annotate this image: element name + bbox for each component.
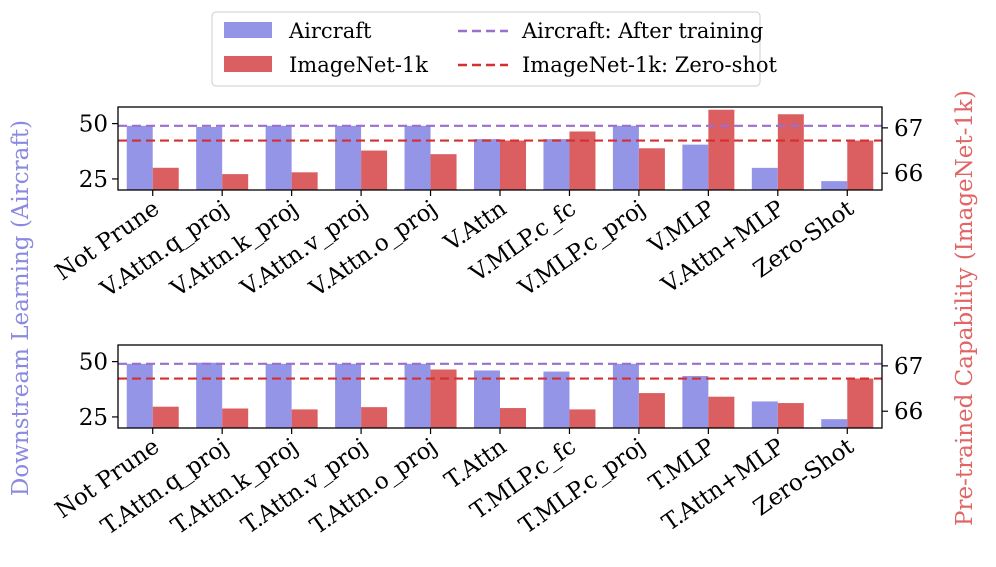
bar-imagenet: [152, 167, 179, 190]
right-tick-label: 66: [894, 399, 923, 425]
bar-aircraft: [543, 139, 570, 190]
left-axis-label: Downstream Learning (Aircraft): [8, 120, 34, 496]
bar-imagenet: [222, 174, 249, 190]
right-axis-label: Pre-trained Capability (ImageNet-1k): [952, 90, 978, 526]
legend-imagenet-label: ImageNet-1k: [289, 53, 428, 77]
bar-imagenet: [847, 378, 874, 428]
legend-imagenet-line-label: ImageNet-1k: Zero-shot: [522, 53, 778, 77]
bar-imagenet: [638, 148, 665, 190]
bar-aircraft: [196, 362, 223, 428]
bar-aircraft: [682, 375, 709, 428]
legend: Aircraft ImageNet-1k Aircraft: After tra…: [211, 11, 778, 87]
legend-aircraft-swatch: [224, 22, 272, 38]
bar-aircraft: [474, 370, 500, 428]
bar-aircraft: [335, 125, 362, 190]
bar-imagenet: [500, 140, 526, 190]
legend-aircraft-line-label: Aircraft: After training: [521, 19, 763, 43]
right-tick-label: 67: [894, 354, 923, 380]
bar-imagenet: [430, 154, 457, 190]
left-tick-label: 50: [79, 350, 108, 376]
bar-aircraft: [821, 419, 848, 428]
left-tick-label: 25: [79, 405, 108, 431]
bar-aircraft: [682, 144, 709, 190]
bar-imagenet: [291, 172, 318, 190]
bar-imagenet: [569, 409, 596, 428]
bar-aircraft: [543, 371, 570, 428]
left-tick-label: 25: [79, 167, 108, 193]
bar-imagenet: [638, 393, 665, 428]
legend-imagenet-swatch: [224, 56, 272, 72]
bar-aircraft: [821, 181, 848, 190]
bar-imagenet: [361, 407, 388, 428]
bar-imagenet: [777, 403, 804, 428]
bar-imagenet: [708, 396, 735, 428]
bar-aircraft: [474, 139, 500, 190]
bar-imagenet: [708, 109, 735, 190]
bar-aircraft: [404, 125, 431, 190]
left-tick-label: 50: [79, 112, 108, 138]
bar-aircraft: [126, 125, 153, 190]
bar-imagenet: [222, 408, 249, 428]
right-tick-label: 66: [894, 161, 923, 187]
bar-aircraft: [612, 125, 639, 190]
bar-aircraft: [751, 401, 778, 428]
bar-aircraft: [404, 363, 431, 428]
legend-frame: [211, 11, 761, 87]
bar-imagenet: [291, 409, 318, 428]
bar-imagenet: [500, 408, 526, 428]
bar-aircraft: [126, 363, 153, 428]
bar-aircraft: [335, 363, 362, 428]
legend-aircraft-label: Aircraft: [288, 19, 372, 43]
right-tick-label: 67: [894, 116, 923, 142]
bar-aircraft: [265, 125, 292, 190]
bar-aircraft: [612, 363, 639, 428]
bar-imagenet: [847, 140, 874, 190]
bar-imagenet: [361, 150, 388, 190]
bar-imagenet: [152, 406, 179, 428]
bar-aircraft: [265, 363, 292, 428]
bar-aircraft: [751, 167, 778, 190]
bar-aircraft: [196, 126, 223, 190]
